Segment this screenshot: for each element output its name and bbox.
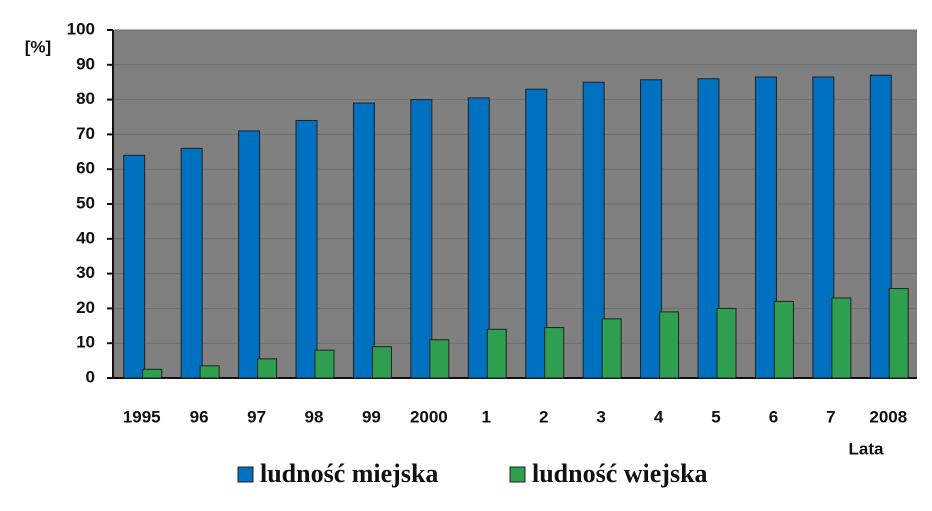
bar — [199, 365, 220, 379]
bar — [659, 311, 680, 379]
bar — [525, 88, 548, 379]
bar — [640, 79, 663, 379]
bar — [410, 99, 433, 379]
y-tick-label: 60 — [76, 159, 95, 178]
bar — [257, 358, 278, 379]
x-tick-label: 2008 — [869, 407, 907, 426]
legend-label: ludność wiejska — [532, 459, 708, 488]
bar — [371, 346, 392, 379]
y-axis-label: [%] — [25, 37, 51, 56]
bar — [238, 130, 261, 379]
x-tick-label: 3 — [596, 407, 605, 426]
y-tick-label: 100 — [67, 19, 95, 38]
legend-swatch — [509, 466, 526, 483]
x-tick-label: 2 — [539, 407, 548, 426]
x-tick-label: 99 — [362, 407, 381, 426]
y-tick-label: 90 — [76, 54, 95, 73]
x-tick-label: 7 — [826, 407, 835, 426]
x-tick-label: 2000 — [410, 407, 448, 426]
bar — [601, 318, 622, 379]
bar — [123, 154, 146, 379]
bar — [773, 300, 794, 379]
bar — [352, 102, 375, 379]
bar — [180, 147, 203, 379]
x-tick-label: 1995 — [123, 407, 161, 426]
bar — [429, 339, 450, 379]
x-tick-label: 6 — [769, 407, 778, 426]
bar — [467, 97, 490, 379]
y-tick-label: 40 — [76, 228, 95, 247]
legend-label: ludność miejska — [260, 459, 438, 488]
bar — [697, 78, 720, 379]
y-tick-label: 20 — [76, 298, 95, 317]
bar — [869, 74, 892, 379]
y-tick-label: 80 — [76, 89, 95, 108]
bar — [812, 76, 835, 379]
y-tick-label: 50 — [76, 193, 95, 212]
bar — [295, 119, 318, 379]
x-tick-label: 1 — [482, 407, 491, 426]
bar — [754, 76, 777, 379]
bar — [544, 327, 565, 379]
x-tick-label: 4 — [654, 407, 664, 426]
y-tick-label: 0 — [86, 367, 95, 386]
x-tick-label: 98 — [305, 407, 324, 426]
bar — [582, 81, 605, 379]
bar — [486, 328, 507, 379]
x-tick-label: 96 — [190, 407, 209, 426]
bar — [831, 297, 852, 379]
bar — [142, 368, 163, 379]
bar — [314, 349, 335, 379]
y-tick-label: 70 — [76, 124, 95, 143]
legend-swatch — [237, 466, 254, 483]
y-tick-label: 10 — [76, 333, 95, 352]
x-axis-label: Lata — [849, 439, 885, 458]
x-tick-label: 5 — [711, 407, 720, 426]
x-tick-label: 97 — [247, 407, 266, 426]
y-tick-label: 30 — [76, 263, 95, 282]
bar — [888, 288, 909, 379]
bar — [716, 307, 737, 379]
